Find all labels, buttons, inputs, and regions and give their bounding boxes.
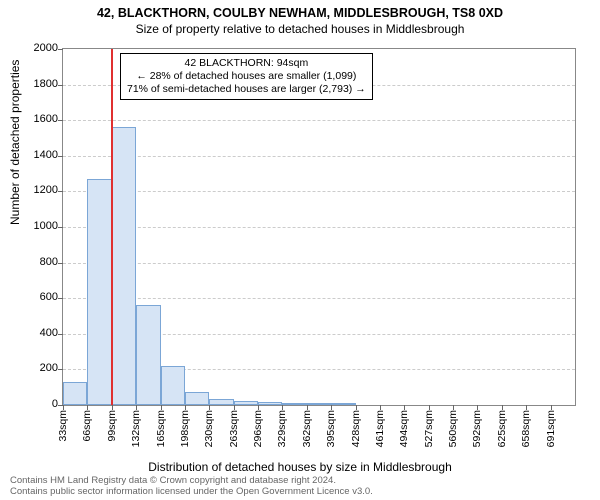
xtick-label: 395sqm bbox=[325, 410, 337, 447]
ytick-mark bbox=[58, 191, 63, 192]
ytick-label: 400 bbox=[8, 327, 58, 339]
xtick-label: 691sqm bbox=[545, 410, 557, 447]
histogram-bar bbox=[331, 403, 355, 405]
gridline bbox=[63, 227, 575, 228]
xtick-label: 33sqm bbox=[57, 410, 69, 442]
annotation-line2: ← 28% of detached houses are smaller (1,… bbox=[127, 70, 366, 83]
histogram-bar bbox=[136, 305, 160, 405]
gridline bbox=[63, 156, 575, 157]
xtick-label: 625sqm bbox=[496, 410, 508, 447]
chart-subtitle: Size of property relative to detached ho… bbox=[0, 20, 600, 36]
histogram-bar bbox=[258, 402, 282, 405]
histogram-bar bbox=[161, 366, 185, 405]
annotation-line1: 42 BLACKTHORN: 94sqm bbox=[127, 57, 366, 70]
xtick-label: 296sqm bbox=[252, 410, 264, 447]
xtick-label: 494sqm bbox=[398, 410, 410, 447]
histogram-bar bbox=[234, 401, 258, 405]
ytick-label: 1000 bbox=[8, 220, 58, 232]
xtick-label: 66sqm bbox=[81, 410, 93, 442]
ytick-label: 1400 bbox=[8, 149, 58, 161]
ytick-label: 2000 bbox=[8, 42, 58, 54]
xtick-label: 132sqm bbox=[130, 410, 142, 447]
histogram-bar bbox=[87, 179, 111, 405]
gridline bbox=[63, 120, 575, 121]
histogram-bar bbox=[185, 392, 209, 405]
annotation-line3: 71% of semi-detached houses are larger (… bbox=[127, 83, 366, 96]
xtick-label: 527sqm bbox=[423, 410, 435, 447]
ytick-mark bbox=[58, 369, 63, 370]
gridline bbox=[63, 298, 575, 299]
ytick-label: 600 bbox=[8, 291, 58, 303]
xtick-label: 99sqm bbox=[106, 410, 118, 442]
ytick-label: 0 bbox=[8, 398, 58, 410]
ytick-mark bbox=[58, 227, 63, 228]
xtick-label: 428sqm bbox=[350, 410, 362, 447]
histogram-bar bbox=[307, 403, 331, 405]
ytick-mark bbox=[58, 298, 63, 299]
histogram-bar bbox=[282, 403, 306, 405]
ytick-mark bbox=[58, 334, 63, 335]
ytick-mark bbox=[58, 156, 63, 157]
ytick-mark bbox=[58, 85, 63, 86]
xtick-label: 362sqm bbox=[301, 410, 313, 447]
annotation-box: 42 BLACKTHORN: 94sqm ← 28% of detached h… bbox=[120, 53, 373, 100]
ytick-label: 1800 bbox=[8, 78, 58, 90]
xtick-label: 230sqm bbox=[203, 410, 215, 447]
ytick-mark bbox=[58, 120, 63, 121]
ytick-label: 200 bbox=[8, 362, 58, 374]
ytick-mark bbox=[58, 49, 63, 50]
xtick-label: 165sqm bbox=[155, 410, 167, 447]
ytick-label: 800 bbox=[8, 256, 58, 268]
xtick-label: 329sqm bbox=[276, 410, 288, 447]
xtick-label: 560sqm bbox=[447, 410, 459, 447]
xtick-label: 658sqm bbox=[520, 410, 532, 447]
ytick-label: 1200 bbox=[8, 184, 58, 196]
histogram-bar bbox=[112, 127, 136, 405]
gridline bbox=[63, 263, 575, 264]
gridline bbox=[63, 191, 575, 192]
xtick-label: 198sqm bbox=[179, 410, 191, 447]
histogram-bar bbox=[209, 399, 233, 405]
ytick-mark bbox=[58, 263, 63, 264]
xtick-label: 592sqm bbox=[471, 410, 483, 447]
footer-attribution: Contains HM Land Registry data © Crown c… bbox=[10, 476, 373, 498]
x-axis-label: Distribution of detached houses by size … bbox=[0, 460, 600, 474]
footer-line2: Contains public sector information licen… bbox=[10, 487, 373, 498]
property-marker-line bbox=[111, 49, 113, 405]
chart-plot-area: 33sqm66sqm99sqm132sqm165sqm198sqm230sqm2… bbox=[62, 48, 576, 406]
ytick-label: 1600 bbox=[8, 113, 58, 125]
histogram-bar bbox=[63, 382, 87, 405]
xtick-label: 461sqm bbox=[374, 410, 386, 447]
xtick-label: 263sqm bbox=[228, 410, 240, 447]
chart-title: 42, BLACKTHORN, COULBY NEWHAM, MIDDLESBR… bbox=[0, 0, 600, 20]
